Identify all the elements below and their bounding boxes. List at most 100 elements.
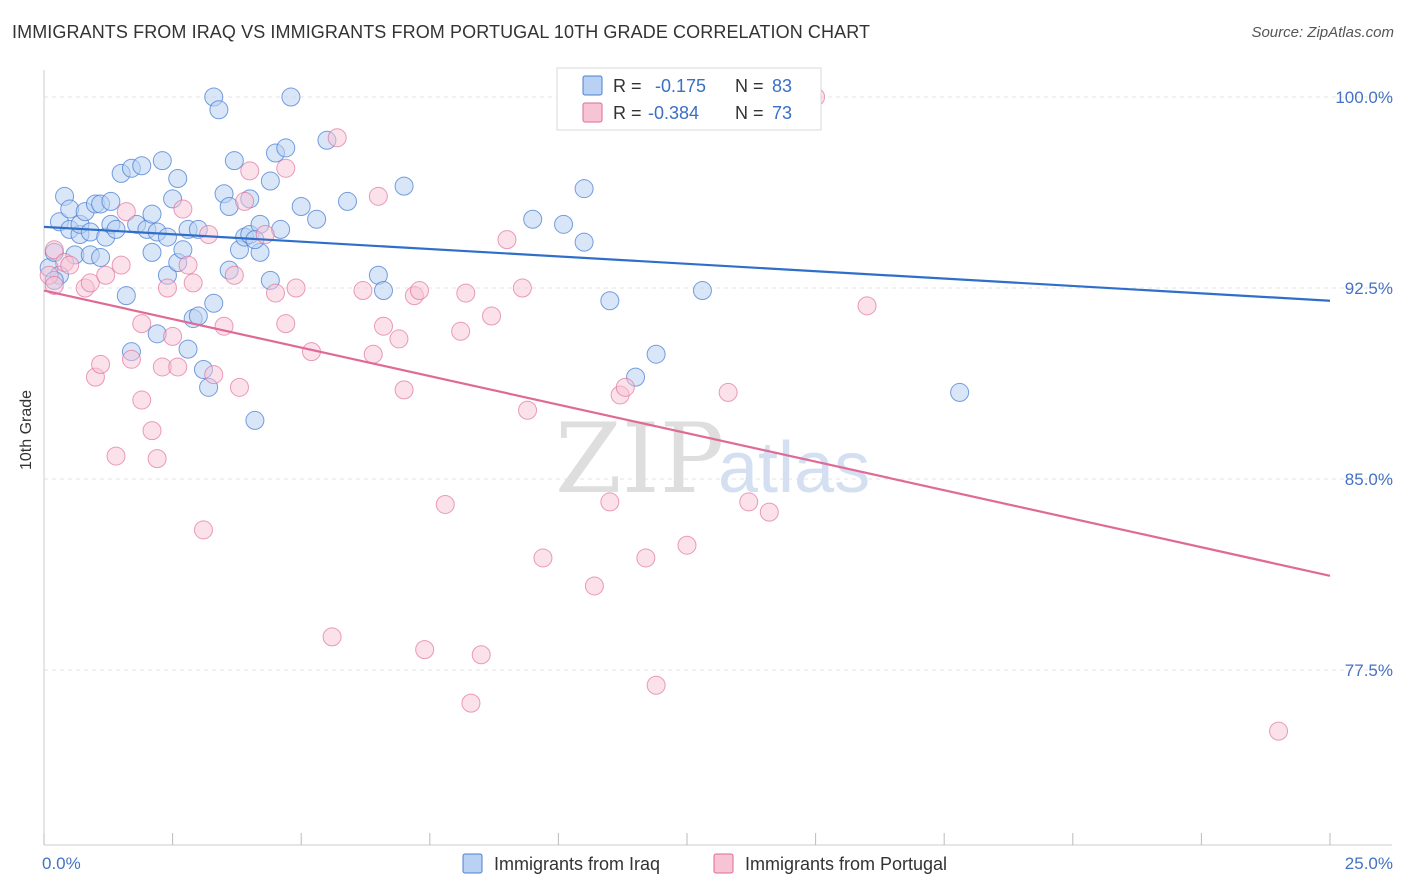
portugal-point-65 <box>677 535 697 555</box>
portugal-point-59 <box>584 576 604 596</box>
stats-r-value-iraq: -0.175 <box>655 76 706 96</box>
stats-r-label-portugal: R = <box>613 103 642 123</box>
iraq-point-63 <box>281 87 301 107</box>
portugal-point-70 <box>857 296 877 316</box>
portugal-point-50 <box>451 321 471 341</box>
portugal-point-41 <box>363 344 383 364</box>
portugal-point-51 <box>456 283 476 303</box>
portugal-point-35 <box>276 158 296 178</box>
portugal-point-56 <box>512 278 532 298</box>
iraq-point-72 <box>554 214 574 234</box>
portugal-point-47 <box>410 281 430 301</box>
portugal-point-14 <box>132 390 152 410</box>
portugal-point-68 <box>759 502 779 522</box>
portugal-point-54 <box>482 306 502 326</box>
iraq-point-77 <box>646 344 666 364</box>
portugal-point-55 <box>497 230 517 250</box>
iraq-point-50 <box>224 151 244 171</box>
axes <box>43 70 1392 846</box>
trend-lines <box>43 225 1331 577</box>
portugal-point-23 <box>183 273 203 293</box>
iraq-point-32 <box>157 227 177 247</box>
portugal-point-36 <box>286 278 306 298</box>
stats-n-value-iraq: 83 <box>772 76 792 96</box>
watermark-zip: ZIP <box>555 403 724 515</box>
portugal-point-49 <box>435 494 455 514</box>
iraq-point-19 <box>106 219 126 239</box>
portugal-trend-line <box>43 289 1331 577</box>
iraq-point-44 <box>204 293 224 313</box>
portugal-point-15 <box>142 421 162 441</box>
portugal-point-22 <box>178 255 198 275</box>
iraq-point-39 <box>178 339 198 359</box>
iraq-points <box>39 87 970 430</box>
portugal-point-19 <box>163 326 183 346</box>
y-tick-label-1: 85.0% <box>1345 470 1393 489</box>
stats-n-value-portugal: 73 <box>772 103 792 123</box>
iraq-point-69 <box>374 281 394 301</box>
portugal-point-53 <box>471 645 491 665</box>
portugal-point-26 <box>204 365 224 385</box>
iraq-point-67 <box>337 191 357 211</box>
stats-r-value-portugal: -0.384 <box>648 103 699 123</box>
portugal-point-43 <box>374 316 394 336</box>
stats-legend: R = -0.175 N = 83 R = -0.384 N = 73 <box>556 67 822 131</box>
portugal-point-12 <box>121 349 141 369</box>
y-tick-label-0: 77.5% <box>1345 661 1393 680</box>
stats-swatch-portugal <box>582 102 603 123</box>
portugal-point-30 <box>235 191 255 211</box>
portugal-point-29 <box>229 377 249 397</box>
portugal-point-71 <box>1269 721 1289 741</box>
portugal-point-38 <box>322 627 342 647</box>
portugal-point-40 <box>353 281 373 301</box>
iraq-point-28 <box>142 204 162 224</box>
portugal-point-3 <box>60 255 80 275</box>
portugal-point-48 <box>415 640 435 660</box>
iraq-point-71 <box>523 209 543 229</box>
portugal-point-58 <box>533 548 553 568</box>
portugal-point-20 <box>168 357 188 377</box>
portugal-point-9 <box>106 446 126 466</box>
iraq-point-25 <box>132 156 152 176</box>
portugal-point-42 <box>368 186 388 206</box>
iraq-point-73 <box>574 232 594 252</box>
iraq-point-46 <box>209 100 229 120</box>
iraq-point-59 <box>260 171 280 191</box>
portugal-point-66 <box>718 382 738 402</box>
iraq-point-64 <box>291 197 311 217</box>
source-label: Source: ZipAtlas.com <box>1251 24 1394 41</box>
portugal-point-52 <box>461 693 481 713</box>
portugal-point-5 <box>80 273 100 293</box>
portugal-point-25 <box>199 225 219 245</box>
portugal-point-72 <box>44 275 64 295</box>
iraq-point-78 <box>692 281 712 301</box>
legend-swatch-portugal <box>713 853 734 874</box>
portugal-point-7 <box>91 354 111 374</box>
iraq-point-70 <box>394 176 414 196</box>
legend-label-portugal: Immigrants from Portugal <box>745 854 947 874</box>
x-tick-label-0: 0.0% <box>42 854 81 873</box>
portugal-point-13 <box>132 314 152 334</box>
y-tick-label-2: 92.5% <box>1345 279 1393 298</box>
portugal-point-33 <box>265 283 285 303</box>
stats-swatch-iraq <box>582 75 603 96</box>
portugal-point-67 <box>739 492 759 512</box>
iraq-point-15 <box>91 247 111 267</box>
y-tick-label-3: 100.0% <box>1335 88 1393 107</box>
iraq-point-75 <box>600 291 620 311</box>
stats-r-label-iraq: R = <box>613 76 642 96</box>
portugal-point-44 <box>389 329 409 349</box>
iraq-trend-line <box>43 225 1331 302</box>
iraq-point-27 <box>142 242 162 262</box>
tick-labels: 77.5% 85.0% 92.5% 100.0% 0.0% 25.0% <box>42 88 1393 873</box>
portugal-point-57 <box>518 400 538 420</box>
portugal-point-11 <box>116 202 136 222</box>
legend-label-iraq: Immigrants from Iraq <box>494 854 660 874</box>
portugal-point-31 <box>240 161 260 181</box>
iraq-point-36 <box>168 168 188 188</box>
portugal-point-64 <box>646 675 666 695</box>
legend-swatch-iraq <box>462 853 483 874</box>
portugal-point-39 <box>327 128 347 148</box>
portugal-point-62 <box>615 377 635 397</box>
